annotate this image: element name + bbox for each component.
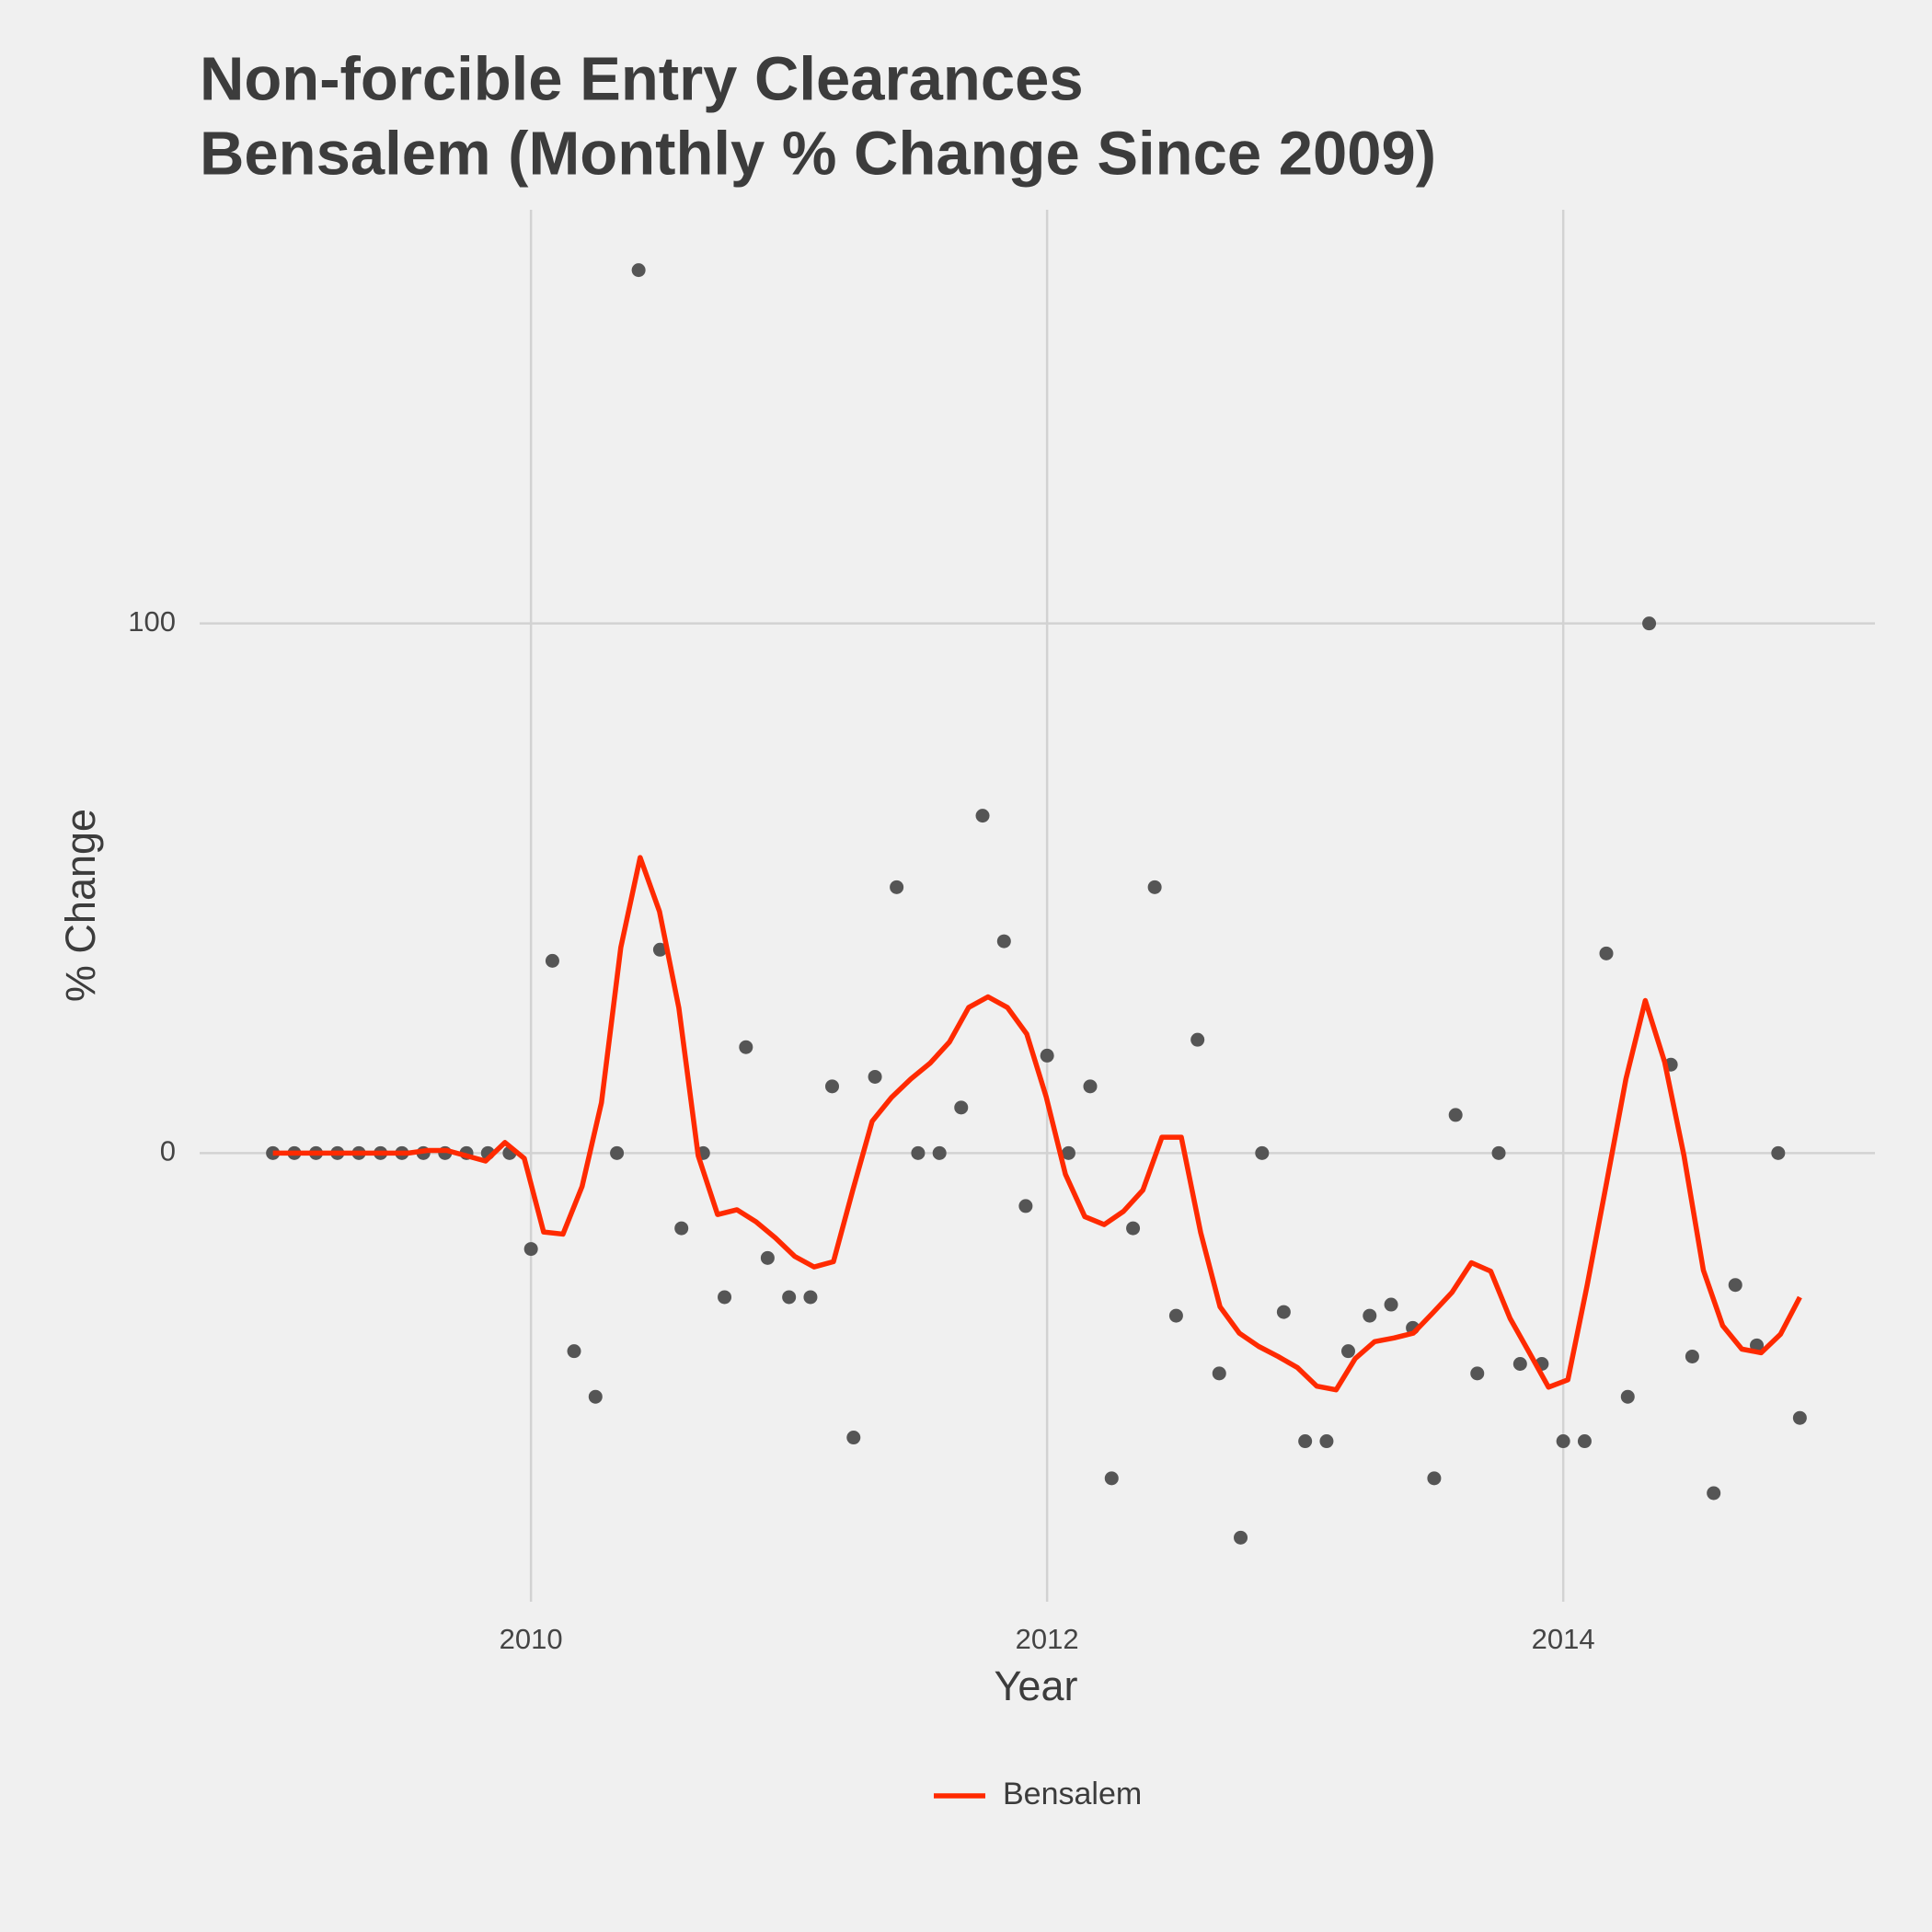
- point: [588, 1389, 603, 1404]
- chart-title: Non-forcible Entry Clearances: [200, 45, 1084, 114]
- point: [1190, 1032, 1205, 1047]
- point: [1384, 1297, 1398, 1312]
- point: [1512, 1357, 1527, 1372]
- marks: [266, 263, 1807, 1545]
- point: [911, 1145, 926, 1160]
- point: [1556, 1434, 1570, 1449]
- point: [782, 1290, 797, 1305]
- point: [1083, 1079, 1098, 1094]
- point: [1168, 1308, 1183, 1323]
- legend-label: Bensalem: [1003, 1777, 1142, 1811]
- point: [890, 880, 904, 894]
- point: [868, 1069, 882, 1084]
- legend: Bensalem: [934, 1777, 1142, 1811]
- y-axis-label: % Change: [57, 809, 104, 1002]
- x-axis-label: Year: [995, 1662, 1078, 1709]
- x-tick-label: 2014: [1532, 1623, 1595, 1655]
- point: [1018, 1199, 1033, 1213]
- point: [1599, 946, 1614, 960]
- x-tick-label: 2012: [1016, 1623, 1079, 1655]
- point: [610, 1145, 625, 1160]
- point: [567, 1344, 581, 1359]
- point: [739, 1040, 753, 1054]
- point: [1104, 1471, 1119, 1486]
- point: [932, 1145, 947, 1160]
- point: [631, 263, 646, 278]
- point: [1276, 1305, 1291, 1319]
- point: [1363, 1308, 1377, 1323]
- point: [1341, 1344, 1356, 1359]
- point: [1040, 1048, 1054, 1063]
- point: [1319, 1434, 1334, 1449]
- chart-subtitle: Bensalem (Monthly % Change Since 2009): [200, 120, 1436, 189]
- point: [975, 809, 990, 823]
- y-tick-label: 0: [160, 1135, 176, 1167]
- point: [652, 942, 667, 957]
- point: [954, 1100, 969, 1115]
- point: [1427, 1471, 1442, 1486]
- point: [718, 1290, 732, 1305]
- x-tick-label: 2010: [500, 1623, 563, 1655]
- point: [846, 1431, 861, 1445]
- point: [760, 1250, 775, 1265]
- point: [1792, 1410, 1807, 1425]
- point: [1212, 1366, 1226, 1381]
- point: [996, 934, 1011, 949]
- point: [1491, 1145, 1506, 1160]
- point: [1448, 1108, 1463, 1122]
- point: [1728, 1278, 1742, 1293]
- point: [545, 953, 559, 968]
- point: [1147, 880, 1162, 894]
- point: [1234, 1530, 1248, 1545]
- line: [272, 855, 1802, 1393]
- point: [803, 1290, 818, 1305]
- point: [1255, 1145, 1270, 1160]
- point: [1061, 1145, 1075, 1160]
- point: [1707, 1486, 1721, 1501]
- point: [523, 1242, 538, 1257]
- point: [1470, 1366, 1485, 1381]
- point: [825, 1079, 840, 1094]
- y-tick-label: 100: [128, 605, 176, 638]
- point: [1126, 1221, 1141, 1236]
- point: [1298, 1434, 1313, 1449]
- point: [1642, 616, 1657, 631]
- grid: [200, 210, 1875, 1602]
- point: [1685, 1349, 1699, 1363]
- point: [1620, 1389, 1635, 1404]
- point: [1577, 1434, 1592, 1449]
- point: [1771, 1145, 1786, 1160]
- point: [674, 1221, 689, 1236]
